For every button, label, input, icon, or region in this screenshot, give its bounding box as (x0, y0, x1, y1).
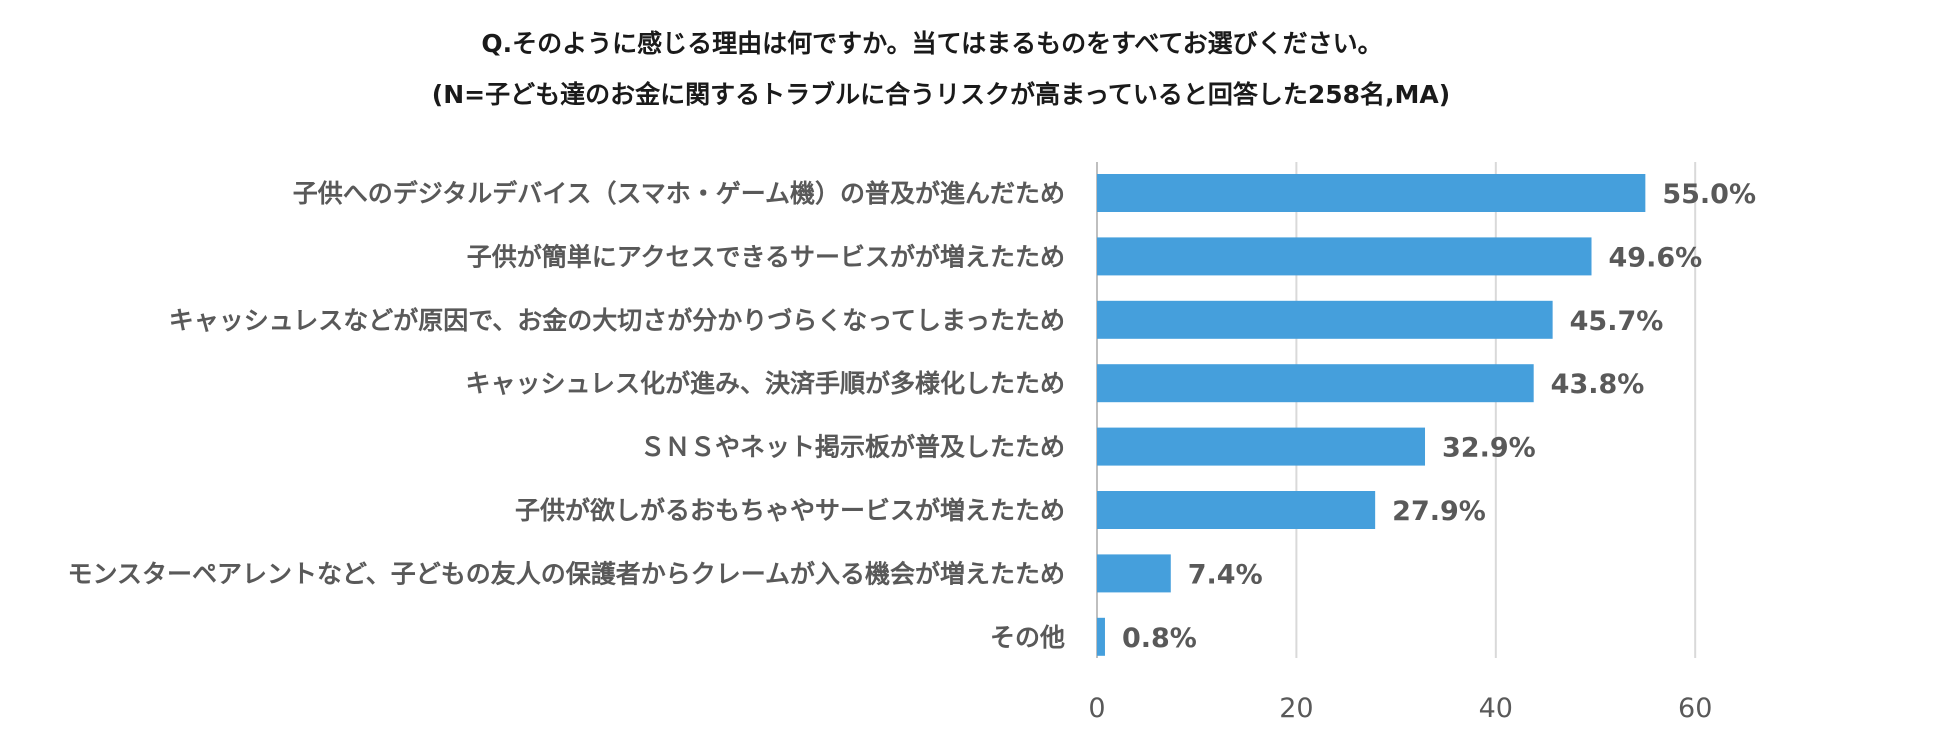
category-label: キャッシュレスなどが原因で、お金の大切さが分かりづらくなってしまったため (169, 306, 1065, 335)
category-labels: 子供へのデジタルデバイス（スマホ・ゲーム機）の普及が進んだため子供が簡単にアクセ… (67, 179, 1065, 652)
category-label: 子供が簡単にアクセスできるサービスがが増えたため (467, 242, 1065, 271)
bar (1097, 427, 1426, 466)
chart-subtitle: (N=子ども達のお金に関するトラブルに合うリスクが高まっていると回答した258名… (432, 80, 1450, 109)
data-label: 0.8% (1122, 623, 1197, 654)
category-label: その他 (990, 623, 1065, 652)
bar (1097, 300, 1553, 339)
category-label: 子供へのデジタルデバイス（スマホ・ゲーム機）の普及が進んだため (293, 179, 1065, 208)
bar (1097, 237, 1592, 276)
data-labels: 55.0% 49.6% 45.7% 43.8% 32.9% 27.9% 7.4% 0.8% (1122, 179, 1756, 654)
bar (1097, 491, 1376, 529)
category-label: モンスターペアレントなど、子どもの友人の保護者からクレームが入る機会が増えたため (67, 559, 1065, 588)
category-label: 子供が欲しがるおもちゃやサービスが増えたため (515, 496, 1065, 525)
gridlines (1096, 162, 1697, 658)
data-label: 32.9% (1442, 433, 1536, 464)
data-label: 43.8% (1551, 369, 1645, 400)
data-label: 7.4% (1188, 559, 1263, 590)
bars (1097, 174, 1646, 656)
bar (1097, 617, 1105, 656)
category-label: キャッシュレス化が進み、決済手順が多様化したため (465, 369, 1065, 398)
x-axis-ticks: 0 20 40 60 (1088, 693, 1712, 724)
x-tick-label: 20 (1279, 693, 1313, 724)
x-tick-label: 40 (1479, 693, 1513, 724)
bar (1097, 554, 1171, 593)
data-label: 45.7% (1570, 306, 1664, 337)
bar (1097, 174, 1646, 212)
x-tick-label: 60 (1678, 693, 1712, 724)
bar (1097, 364, 1534, 403)
chart-title: Q.そのように感じる理由は何ですか。当てはまるものをすべてお選びください。 (481, 29, 1382, 58)
x-tick-label: 0 (1088, 693, 1105, 724)
data-label: 55.0% (1662, 179, 1756, 210)
category-label: ＳＮＳやネット掲示板が普及したため (640, 433, 1065, 462)
data-label: 49.6% (1609, 242, 1703, 273)
data-label: 27.9% (1392, 496, 1486, 527)
